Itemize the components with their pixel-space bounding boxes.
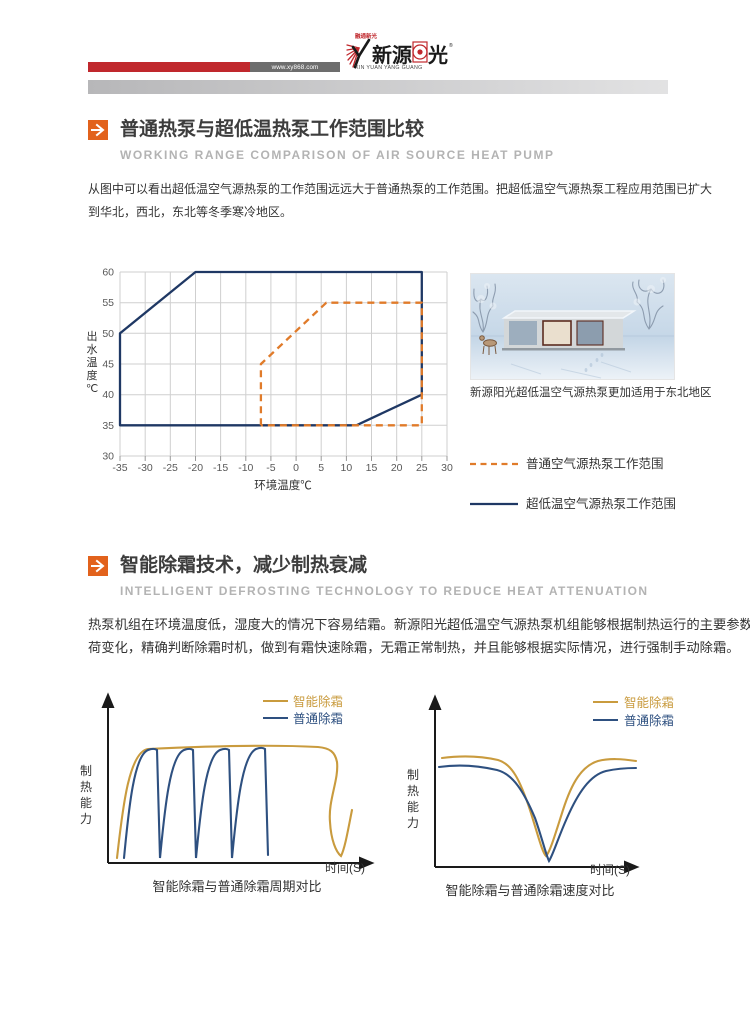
svg-text:制: 制	[407, 768, 419, 782]
svg-text:普通除霜: 普通除霜	[624, 713, 674, 728]
svg-text:热: 热	[407, 784, 419, 798]
svg-text:时间(S): 时间(S)	[590, 863, 630, 877]
svg-text:能: 能	[407, 800, 419, 814]
svg-text:力: 力	[407, 816, 419, 830]
svg-text:智能除霜与普通除霜速度对比: 智能除霜与普通除霜速度对比	[445, 883, 614, 898]
svg-text:智能除霜: 智能除霜	[624, 695, 674, 710]
